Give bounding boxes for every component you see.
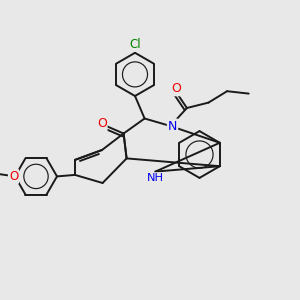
Text: O: O — [9, 170, 18, 183]
Text: O: O — [171, 82, 181, 95]
Text: Cl: Cl — [129, 38, 141, 51]
Text: NH: NH — [147, 173, 164, 183]
Text: N: N — [168, 119, 177, 133]
Text: O: O — [97, 117, 106, 130]
